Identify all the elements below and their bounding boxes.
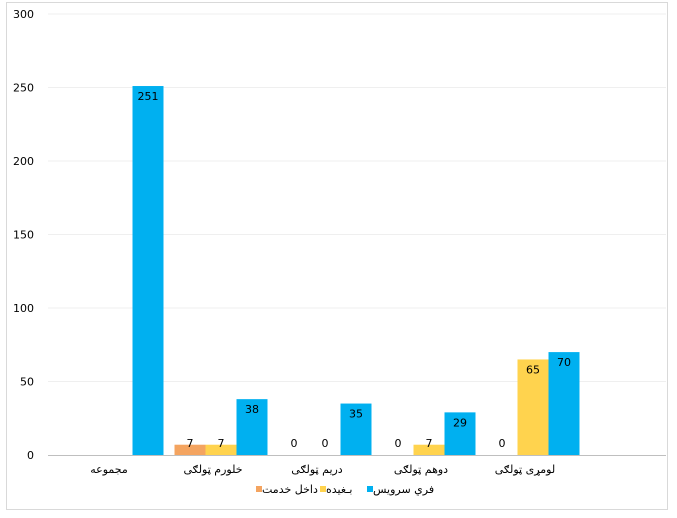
legend-swatch [320,486,326,492]
data-label: 251 [138,90,159,103]
bar [132,86,164,455]
data-label: 7 [218,437,225,450]
data-label: 0 [395,437,402,450]
y-tick-label: 250 [13,82,34,95]
bar [205,444,237,455]
data-label: 7 [426,437,433,450]
data-labels: 251 7 7 38 0 0 35 0 7 29 0 65 70 [138,90,572,450]
y-axis: 0 50 100 150 200 250 300 [13,8,34,462]
data-label: 38 [245,403,259,416]
bar [517,359,549,455]
bar [444,412,476,455]
data-label: 65 [526,363,540,376]
bars [132,86,580,455]
data-label: 7 [187,437,194,450]
legend-swatch [367,486,373,492]
y-tick-label: 50 [20,376,34,389]
x-tick-label: مجموعه [90,463,128,476]
y-tick-label: 0 [27,449,34,462]
legend: داخل خدمت بـغیده فري سرویس [256,483,434,496]
legend-label: بـغیده [326,483,352,496]
x-axis: مجموعه خلورم ټولګی دریم ټولګی دوهم ټولګی لوم… [48,455,666,476]
legend-label: فري سرویس [373,483,434,496]
x-tick-label: لومړی ټولګی [495,463,555,476]
bar [548,352,580,455]
legend-label: داخل خدمت [262,483,318,496]
data-label: 0 [499,437,506,450]
data-label: 35 [349,408,363,421]
y-tick-label: 200 [13,155,34,168]
y-tick-label: 100 [13,302,34,315]
bar [340,403,372,455]
x-tick-label: دریم ټولګی [291,463,343,476]
legend-swatch [256,486,262,492]
bar [413,444,445,455]
y-tick-label: 150 [13,229,34,242]
x-tick-label: دوهم ټولګی [394,463,448,476]
bar [236,399,268,455]
data-label: 70 [557,356,571,369]
data-label: 29 [453,416,467,429]
x-tick-label: خلورم ټولګی [183,463,242,476]
data-label: 0 [322,437,329,450]
data-label: 0 [291,437,298,450]
y-tick-label: 300 [13,8,34,21]
bar [174,444,206,455]
